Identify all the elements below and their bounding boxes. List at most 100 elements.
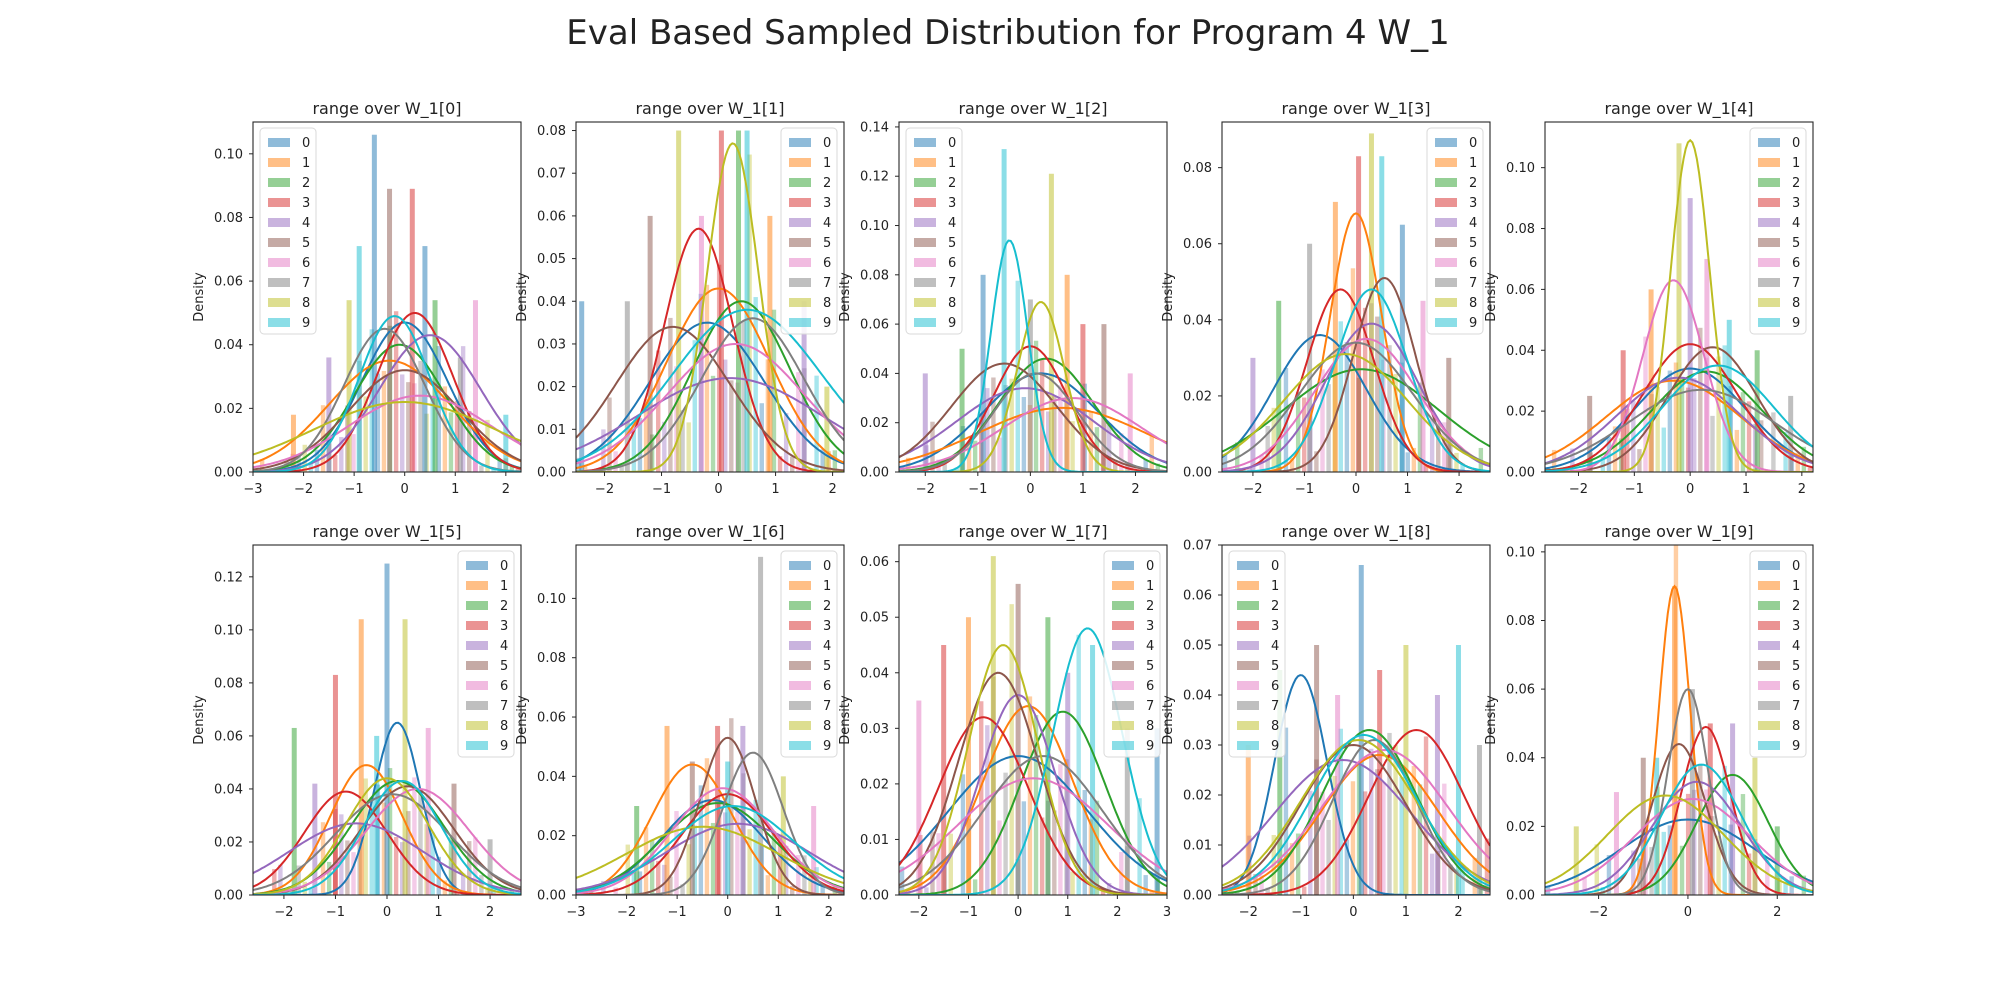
legend-swatch-0 xyxy=(1237,561,1259,570)
y-tick-label: 0.08 xyxy=(537,651,566,666)
hist-bar xyxy=(1429,853,1435,895)
kde-curve-0 xyxy=(1222,674,1490,895)
y-tick-label: 0.05 xyxy=(860,611,889,626)
legend-swatch-7 xyxy=(914,278,936,287)
kde-curve-2 xyxy=(1222,368,1490,453)
legend-swatch-9 xyxy=(1758,318,1780,327)
hist-spike xyxy=(965,617,971,895)
hist-bar xyxy=(1344,839,1350,895)
hist-spike xyxy=(1676,143,1682,472)
legend-swatch-4 xyxy=(1435,218,1457,227)
y-tick-label: 0.12 xyxy=(214,570,243,585)
legend-label-0: 0 xyxy=(1146,559,1154,574)
hist-bar xyxy=(765,875,771,895)
y-tick-label: 0.08 xyxy=(860,268,889,283)
legend-label-2: 2 xyxy=(823,176,831,191)
legend-swatch-9 xyxy=(789,741,811,750)
subplot-title: range over W_1[4] xyxy=(1604,99,1753,119)
legend-label-6: 6 xyxy=(1792,679,1800,694)
hist-bar xyxy=(601,429,606,472)
legend-swatch-4 xyxy=(1758,641,1780,650)
x-tick-label: −2 xyxy=(294,482,313,497)
x-tick-label: −1 xyxy=(1291,905,1310,920)
hist-bar xyxy=(1765,859,1770,895)
x-tick-label: −2 xyxy=(617,905,636,920)
legend-swatch-7 xyxy=(1237,701,1259,710)
x-tick-label: −1 xyxy=(959,905,978,920)
hist-spike xyxy=(356,246,362,472)
kde-curve-8 xyxy=(253,777,521,895)
legend-swatch-2 xyxy=(1112,601,1134,610)
hist-bar xyxy=(686,844,691,895)
legend-label-2: 2 xyxy=(1146,599,1154,614)
legend-swatch-2 xyxy=(1435,178,1457,187)
legend-swatch-3 xyxy=(1237,621,1259,630)
hist-bar xyxy=(960,774,966,895)
legend: 0 1 2 3 4 5 6 7 8 9 xyxy=(780,127,838,335)
hist-bar xyxy=(1241,468,1246,472)
hist-bar xyxy=(1417,784,1423,895)
y-tick-label: 0.03 xyxy=(1183,739,1212,754)
legend: 0 1 2 3 4 5 6 7 8 9 xyxy=(1103,550,1161,758)
y-axis-label: Density xyxy=(515,695,530,745)
legend: 0 1 2 3 4 5 6 7 8 9 xyxy=(780,550,838,758)
legend-label-7: 7 xyxy=(823,699,831,714)
legend: 0 1 2 3 4 5 6 7 8 9 xyxy=(1228,550,1286,758)
legend-swatch-5 xyxy=(1758,238,1780,247)
subplot-7: range over W_1[7] Density −2 −1 0 1 2 3 0.00 0.01… xyxy=(838,522,1171,920)
hist-bar xyxy=(1442,783,1447,895)
hist-bar xyxy=(1661,831,1666,895)
legend-swatch-1 xyxy=(1237,581,1259,590)
hist-spike xyxy=(624,301,630,472)
hist-bar xyxy=(448,412,454,472)
hist-bar xyxy=(777,456,783,472)
hist-bar xyxy=(1289,457,1295,472)
subplot-9: range over W_1[9] Density −2 0 2 0.00 0.02 0.04… xyxy=(1484,522,1814,920)
x-tick-label: 2 xyxy=(1454,905,1462,920)
hist-bar xyxy=(1021,801,1027,895)
hist-bar xyxy=(1143,459,1148,472)
hist-spike xyxy=(916,700,922,895)
legend-label-1: 1 xyxy=(1271,579,1279,594)
legend-swatch-8 xyxy=(268,298,290,307)
axes-frame xyxy=(898,121,1168,473)
kde-curve-5 xyxy=(253,369,521,471)
legend-label-5: 5 xyxy=(1271,659,1279,674)
legend-swatch-7 xyxy=(1435,278,1457,287)
hist-bar xyxy=(747,829,752,895)
legend-swatch-8 xyxy=(1112,721,1134,730)
hist-bar xyxy=(668,876,673,895)
hist-spike xyxy=(725,761,731,895)
legend-label-7: 7 xyxy=(823,276,831,291)
y-tick-label: 0.10 xyxy=(1506,161,1535,176)
hist-spike xyxy=(346,300,352,472)
hist-spike xyxy=(1245,745,1251,895)
legend-swatch-6 xyxy=(1758,681,1780,690)
hist-bar xyxy=(729,380,734,472)
x-tick-label: 0 xyxy=(1352,482,1360,497)
x-tick-label: 2 xyxy=(1455,482,1463,497)
legend-label-3: 3 xyxy=(302,196,310,211)
hist-bar xyxy=(1338,728,1343,895)
legend-label-4: 4 xyxy=(302,216,310,231)
hist-bar xyxy=(899,866,905,895)
legend-swatch-9 xyxy=(1758,741,1780,750)
hist-bar xyxy=(790,456,795,472)
hist-spike xyxy=(922,373,928,472)
x-tick-label: 0 xyxy=(1349,905,1357,920)
hist-spike xyxy=(980,274,986,472)
legend-swatch-3 xyxy=(268,198,290,207)
y-tick-label: 0.07 xyxy=(1183,539,1212,554)
hist-bar xyxy=(369,797,374,895)
legend-label-9: 9 xyxy=(823,316,831,331)
hist-bar xyxy=(1295,391,1301,472)
legend-swatch-9 xyxy=(466,741,488,750)
hist-bar xyxy=(515,467,521,472)
x-tick-label: −1 xyxy=(668,905,687,920)
kde-curve-6 xyxy=(1545,279,1813,472)
hist-bar xyxy=(1009,378,1014,472)
hist-bar xyxy=(820,884,825,895)
x-tick-label: −2 xyxy=(1243,482,1262,497)
hist-bar xyxy=(345,840,350,895)
hist-spike xyxy=(1127,373,1133,472)
